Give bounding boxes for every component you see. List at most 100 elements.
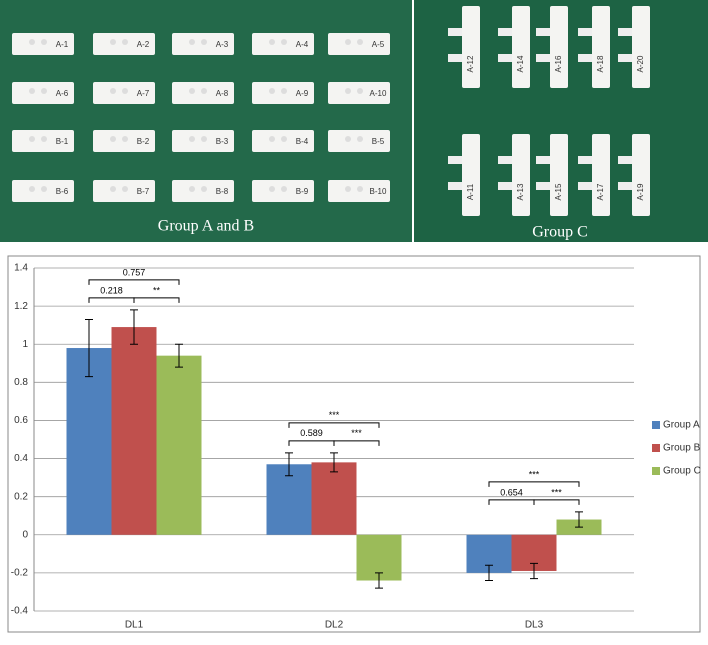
specimen-label: A-15 bbox=[554, 183, 563, 200]
error-bar bbox=[330, 452, 338, 473]
hole bbox=[29, 186, 35, 192]
hole bbox=[345, 88, 351, 94]
specimen-label: B-1 bbox=[56, 137, 69, 146]
y-tick-label: 0.4 bbox=[14, 453, 28, 464]
peg bbox=[578, 156, 592, 164]
specimen-label: A-20 bbox=[636, 55, 645, 72]
hole bbox=[122, 88, 128, 94]
hole bbox=[269, 186, 275, 192]
significance-bracket bbox=[488, 481, 580, 487]
error-bar bbox=[175, 343, 183, 368]
hole bbox=[269, 136, 275, 142]
hole bbox=[41, 186, 47, 192]
hole bbox=[269, 88, 275, 94]
hole bbox=[201, 136, 207, 142]
specimen-label: A-6 bbox=[56, 89, 69, 98]
specimen-label: A-5 bbox=[372, 40, 385, 49]
specimen-label: B-2 bbox=[137, 137, 150, 146]
y-tick-label: 0.8 bbox=[14, 377, 28, 388]
legend-swatch bbox=[652, 467, 660, 475]
photo-caption: Group A and B bbox=[158, 218, 254, 235]
x-tick-label: DL2 bbox=[325, 620, 344, 631]
specimen-label: A-2 bbox=[137, 40, 150, 49]
legend-swatch bbox=[652, 444, 660, 452]
peg bbox=[536, 182, 550, 190]
significance-label: 0.757 bbox=[123, 267, 146, 277]
peg bbox=[448, 156, 462, 164]
y-tick-label: -0.4 bbox=[11, 606, 29, 617]
error-bar bbox=[85, 318, 93, 378]
peg bbox=[578, 182, 592, 190]
peg bbox=[498, 54, 512, 62]
bar bbox=[156, 355, 202, 535]
hole bbox=[281, 88, 287, 94]
hole bbox=[189, 88, 195, 94]
hole bbox=[281, 136, 287, 142]
error-bar bbox=[575, 511, 583, 528]
specimen bbox=[550, 134, 568, 216]
specimen-label: B-7 bbox=[137, 187, 150, 196]
hole bbox=[345, 136, 351, 142]
significance-label: 0.654 bbox=[500, 487, 523, 497]
specimen bbox=[512, 6, 530, 88]
significance-bracket bbox=[133, 297, 180, 303]
hole bbox=[201, 39, 207, 45]
hole bbox=[122, 39, 128, 45]
specimen-label: A-1 bbox=[56, 40, 69, 49]
peg bbox=[498, 156, 512, 164]
y-tick-label: 0.2 bbox=[14, 491, 28, 502]
specimen-label: A-19 bbox=[636, 183, 645, 200]
specimen-label: A-14 bbox=[516, 55, 525, 72]
specimen-label: A-3 bbox=[216, 40, 229, 49]
specimen bbox=[512, 134, 530, 216]
hole bbox=[122, 136, 128, 142]
hole bbox=[41, 136, 47, 142]
peg bbox=[448, 182, 462, 190]
error-bar bbox=[485, 564, 493, 582]
specimen bbox=[632, 6, 650, 88]
hole bbox=[29, 88, 35, 94]
significance-label: *** bbox=[351, 428, 362, 438]
significance-bracket bbox=[88, 279, 180, 285]
specimen bbox=[550, 6, 568, 88]
specimen-label: B-5 bbox=[372, 137, 385, 146]
significance-label: 0.589 bbox=[300, 428, 323, 438]
error-bar bbox=[130, 309, 138, 345]
hole bbox=[357, 39, 363, 45]
hole bbox=[189, 39, 195, 45]
peg bbox=[448, 28, 462, 36]
hole bbox=[29, 136, 35, 142]
legend-label: Group A bbox=[663, 420, 700, 431]
significance-bracket bbox=[288, 422, 380, 428]
specimen-label: B-10 bbox=[370, 187, 387, 196]
specimen bbox=[592, 6, 610, 88]
hole bbox=[281, 39, 287, 45]
specimen-label: A-8 bbox=[216, 89, 229, 98]
y-tick-label: 0 bbox=[22, 529, 28, 540]
photo-caption: Group C bbox=[532, 224, 588, 241]
hole bbox=[201, 88, 207, 94]
hole bbox=[110, 88, 116, 94]
peg bbox=[536, 156, 550, 164]
specimen-label: B-6 bbox=[56, 187, 69, 196]
bar bbox=[311, 462, 357, 535]
significance-label: 0.218 bbox=[100, 285, 123, 295]
specimen-label: A-16 bbox=[554, 55, 563, 72]
significance-label: *** bbox=[329, 410, 340, 420]
peg bbox=[618, 156, 632, 164]
significance-label: ** bbox=[153, 285, 161, 295]
legend-label: Group C bbox=[663, 466, 701, 477]
peg bbox=[618, 54, 632, 62]
hole bbox=[110, 136, 116, 142]
significance-bracket bbox=[333, 440, 380, 446]
hole bbox=[201, 186, 207, 192]
peg bbox=[498, 28, 512, 36]
error-bar bbox=[375, 572, 383, 589]
peg bbox=[536, 28, 550, 36]
significance-label: *** bbox=[551, 487, 562, 497]
error-bar bbox=[285, 452, 293, 477]
specimen-label: A-18 bbox=[596, 55, 605, 72]
specimen bbox=[592, 134, 610, 216]
specimen-label: A-13 bbox=[516, 183, 525, 200]
